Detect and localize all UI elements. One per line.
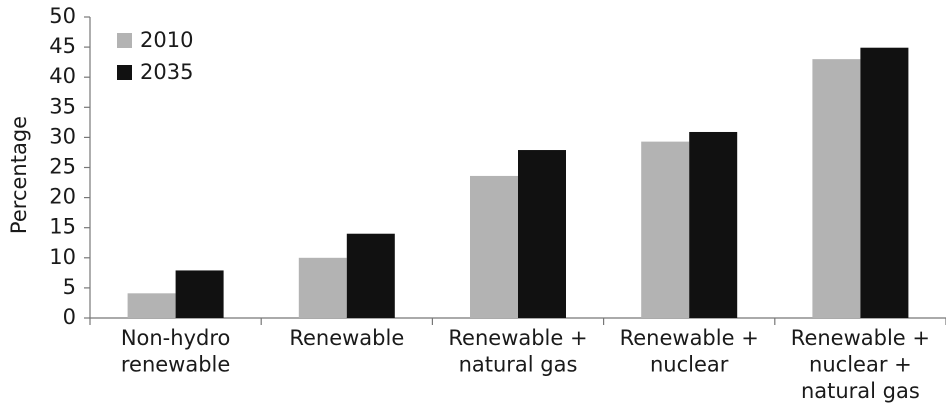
y-tick-label: 35	[49, 94, 76, 118]
y-tick-label: 30	[49, 124, 76, 148]
y-tick-label: 45	[49, 34, 76, 58]
bar	[346, 233, 395, 318]
y-tick-label: 10	[49, 245, 76, 269]
x-tick-label: Renewable +	[791, 326, 930, 350]
bar	[689, 131, 738, 318]
y-tick-label: 40	[49, 64, 76, 88]
y-tick-label: 20	[49, 185, 76, 209]
y-tick-label: 50	[49, 4, 76, 28]
y-tick-label: 15	[49, 215, 76, 239]
x-tick-label: Non-hydro	[121, 326, 231, 350]
bar	[298, 257, 347, 318]
y-tick-label: 0	[63, 305, 76, 329]
x-tick-label: Renewable +	[448, 326, 587, 350]
x-tick-label: Renewable +	[620, 326, 759, 350]
bar	[641, 141, 690, 318]
y-tick-label: 25	[49, 155, 76, 179]
x-tick-label: nuclear	[650, 353, 729, 377]
x-tick-label: nuclear +	[809, 353, 912, 377]
bar	[127, 293, 176, 318]
x-tick-label: natural gas	[459, 353, 578, 377]
bar	[470, 175, 518, 318]
bar	[860, 47, 909, 319]
x-tick-label: natural gas	[801, 379, 920, 403]
y-axis-label: Percentage	[7, 116, 31, 234]
legend-swatch	[117, 65, 132, 80]
legend-label: 2035	[140, 60, 193, 84]
y-tick-label: 5	[63, 275, 76, 299]
bar	[812, 59, 861, 318]
legend-label: 2010	[140, 28, 193, 52]
bar	[518, 150, 566, 318]
x-tick-label: renewable	[121, 353, 230, 377]
bar	[175, 270, 224, 318]
legend-swatch	[117, 33, 132, 48]
x-tick-label: Renewable	[289, 326, 404, 350]
